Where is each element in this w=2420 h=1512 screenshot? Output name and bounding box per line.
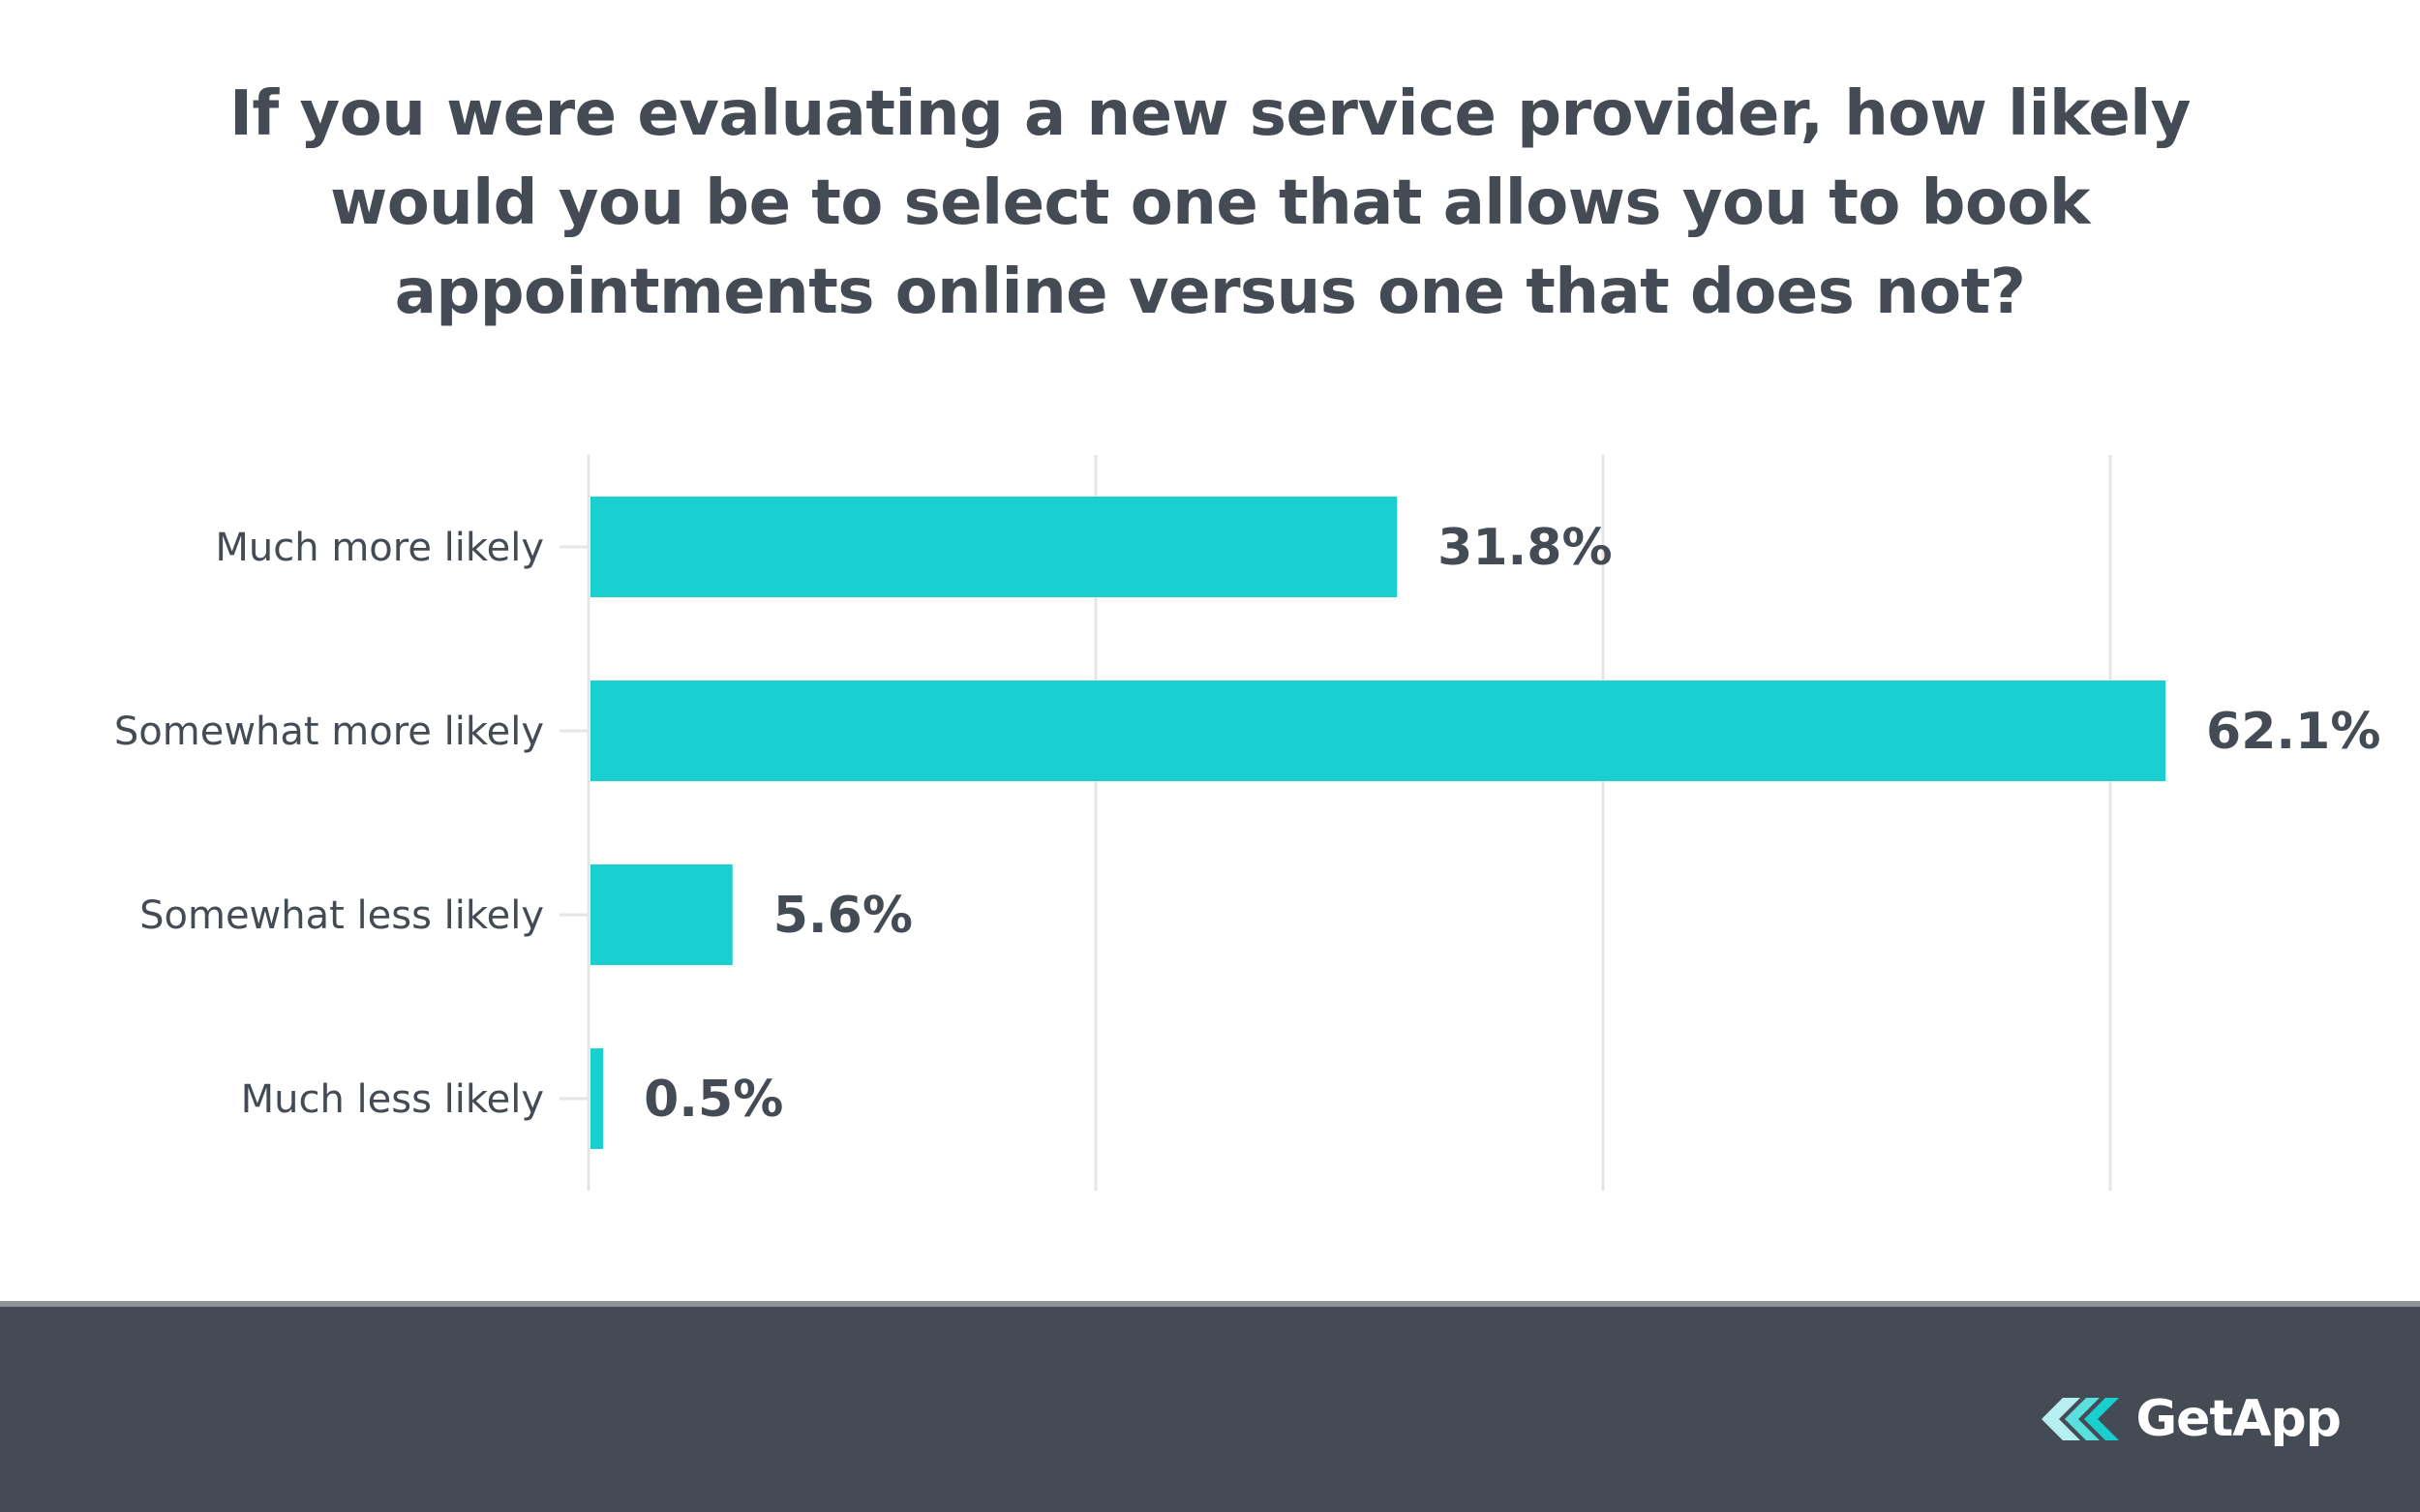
category-label: Somewhat more likely: [114, 710, 544, 754]
brand-name: GetApp: [2135, 1390, 2342, 1448]
category-label: Somewhat less likely: [139, 893, 544, 938]
value-label: 31.8%: [1437, 519, 1612, 577]
value-label: 62.1%: [2206, 703, 2380, 761]
bars: [590, 497, 2166, 1149]
category-label: Much less likely: [241, 1077, 544, 1122]
bar-2: [590, 864, 733, 965]
bar-chart: Much more likely 31.8% Somewhat more likel…: [114, 455, 2381, 1191]
category-label: Much more likely: [215, 526, 544, 570]
getapp-logo-icon: [2041, 1398, 2119, 1440]
bar-1: [590, 680, 2166, 781]
footer: GetApp: [0, 1301, 2420, 1512]
bar-0: [590, 497, 1398, 597]
value-label: 0.5%: [644, 1071, 783, 1129]
labels: Much more likely 31.8% Somewhat more likel…: [114, 519, 2381, 1129]
chart-title: If you were evaluating a new service pro…: [229, 78, 2191, 328]
brand: GetApp: [2041, 1390, 2342, 1448]
bar-3: [590, 1048, 604, 1149]
value-label: 5.6%: [773, 887, 913, 945]
